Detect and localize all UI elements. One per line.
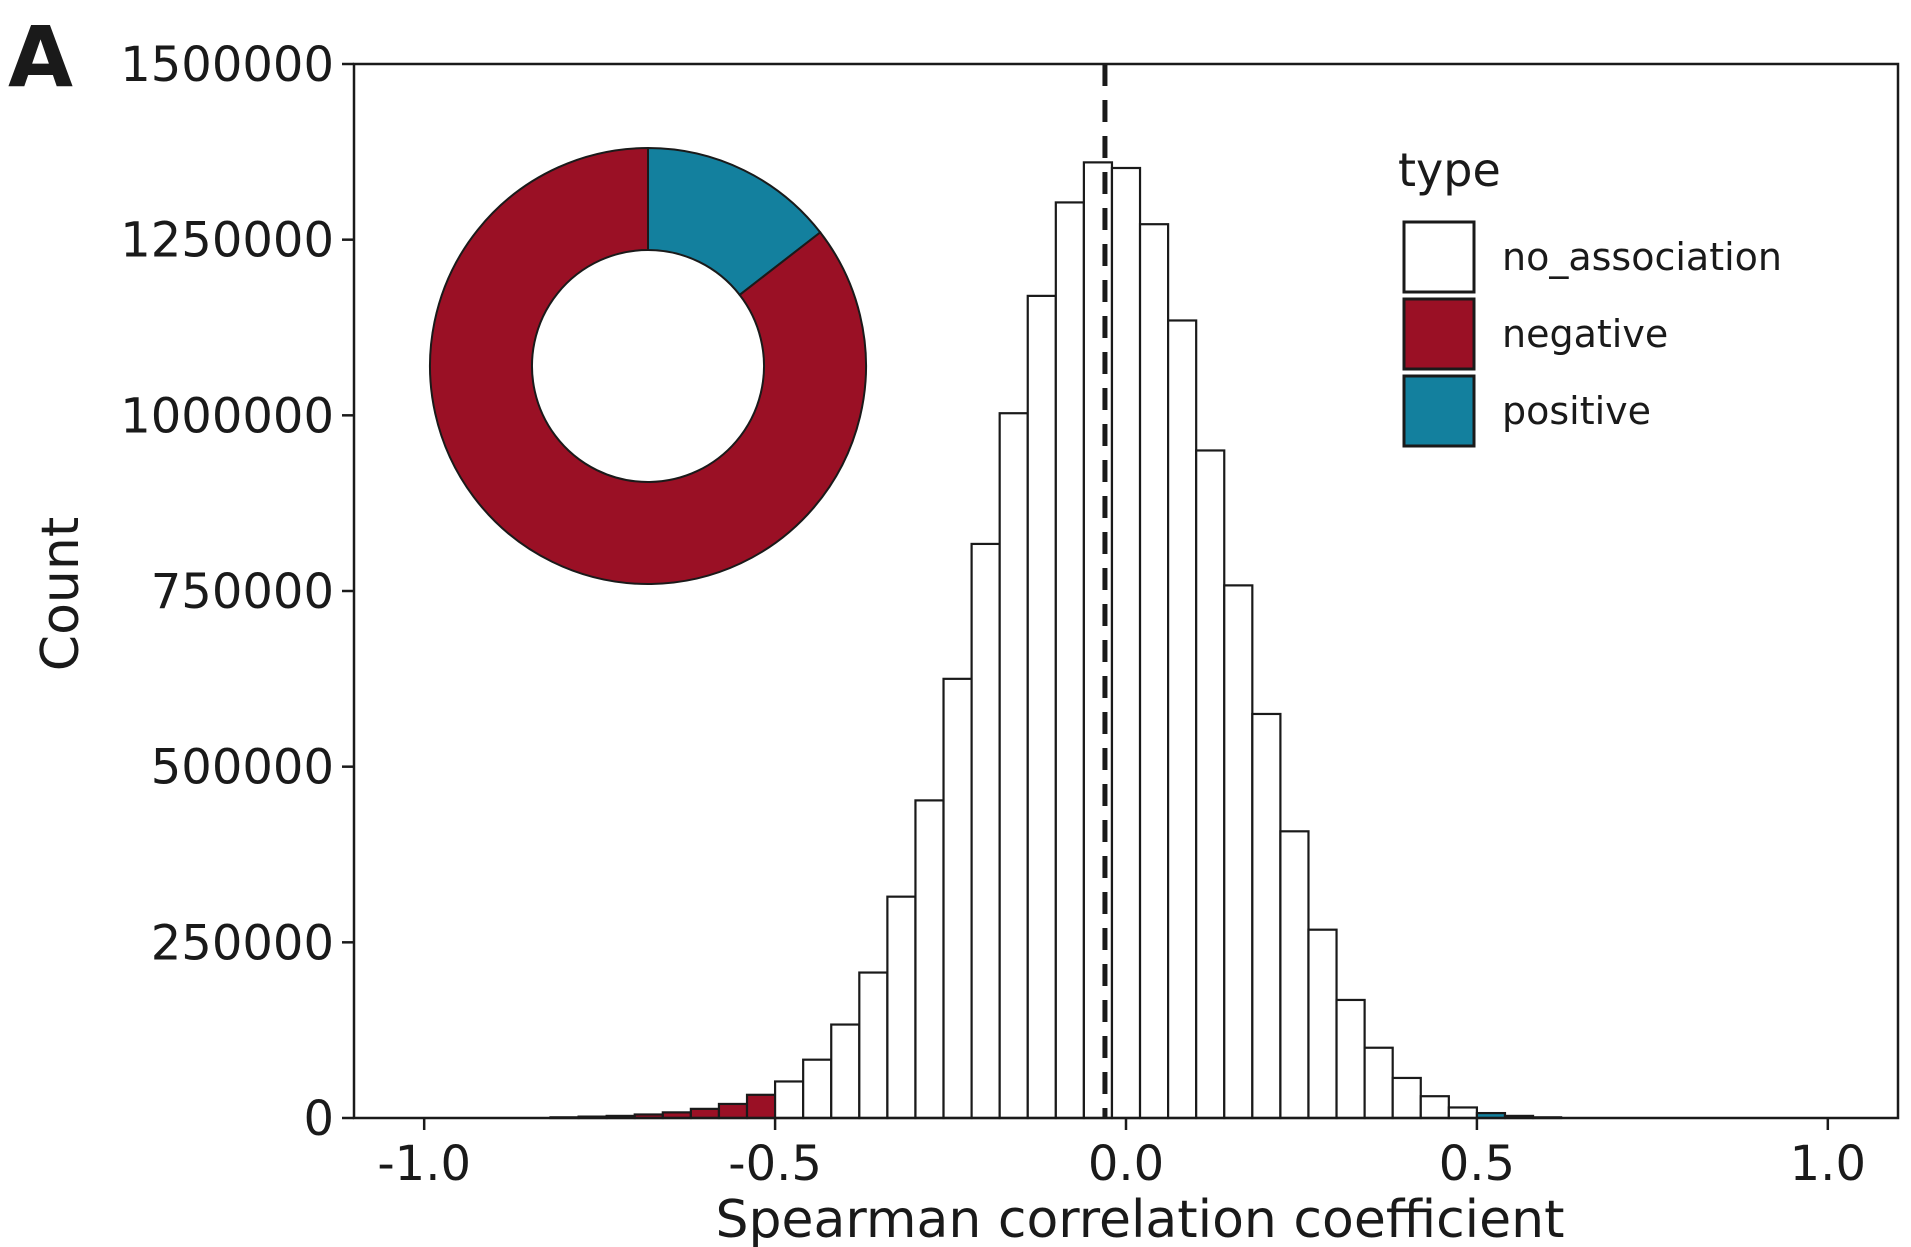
x-tick-label: 0.5 [1439,1136,1515,1192]
y-axis-ticks: 0 250000 500000 750000 1000000 1250000 1500000 [120,37,354,1147]
donut-slice-positive [647,146,822,297]
histogram-bar [1082,161,1114,1120]
y-tick-label: 1000000 [120,388,334,444]
legend: type no_association negative positive [1398,143,1782,448]
legend-label-positive: positive [1502,389,1651,433]
histogram-bar [1307,928,1338,1120]
histogram-bar [1054,201,1085,1120]
histogram-bar [773,1080,805,1120]
histogram-bar [1110,166,1142,1120]
histogram-bar [886,895,917,1120]
histogram-bar [970,542,1001,1120]
histogram-bar [1251,712,1282,1120]
histogram-bar [1419,1095,1450,1120]
legend-title: type [1398,143,1501,197]
histogram-bar [1195,449,1226,1120]
x-axis-title: Spearman correlation coefficient [716,1190,1565,1247]
histogram-bars [549,161,1563,1120]
y-axis-title: Count [31,517,91,671]
panel-letter: A [8,8,73,106]
legend-swatch-no_association [1402,220,1476,294]
y-tick-label: 250000 [151,915,334,971]
legend-label-no_association: no_association [1502,235,1782,279]
x-tick-label: 1.0 [1790,1136,1866,1192]
y-tick-label: 0 [303,1091,334,1147]
histogram-bar [1335,998,1366,1120]
x-tick-label: -0.5 [728,1136,822,1192]
histogram-bar [858,971,889,1120]
histogram-bar [717,1102,749,1120]
histogram-bar [689,1107,721,1120]
donut-slice-negative [429,146,867,585]
histogram-bar [998,412,1029,1120]
y-tick-label: 500000 [151,740,334,796]
y-tick-label: 1250000 [120,213,334,269]
histogram-bar [802,1058,833,1120]
x-tick-label: 0.0 [1088,1136,1164,1192]
histogram-bar [1363,1046,1394,1120]
histogram-bar [1447,1106,1479,1120]
legend-swatch-positive [1402,374,1476,448]
histogram-bar [830,1023,861,1120]
histogram-bar [745,1093,777,1120]
histogram-bar [1138,223,1170,1120]
inset-donut-chart [429,146,867,585]
histogram-bar [1167,319,1198,1120]
histogram-bar [1279,830,1310,1120]
legend-swatch-negative [1402,297,1476,371]
histogram-bar [1026,294,1057,1120]
y-tick-label: 1500000 [120,37,334,93]
histogram-bar [1391,1076,1422,1120]
y-tick-label: 750000 [151,564,334,620]
histogram-bar [942,677,973,1120]
x-tick-label: -1.0 [377,1136,471,1192]
histogram-bar [1223,584,1254,1120]
legend-label-negative: negative [1502,312,1668,356]
histogram-bar [914,799,945,1120]
x-axis-ticks: -1.0 -0.5 0.0 0.5 1.0 [377,1118,1866,1192]
